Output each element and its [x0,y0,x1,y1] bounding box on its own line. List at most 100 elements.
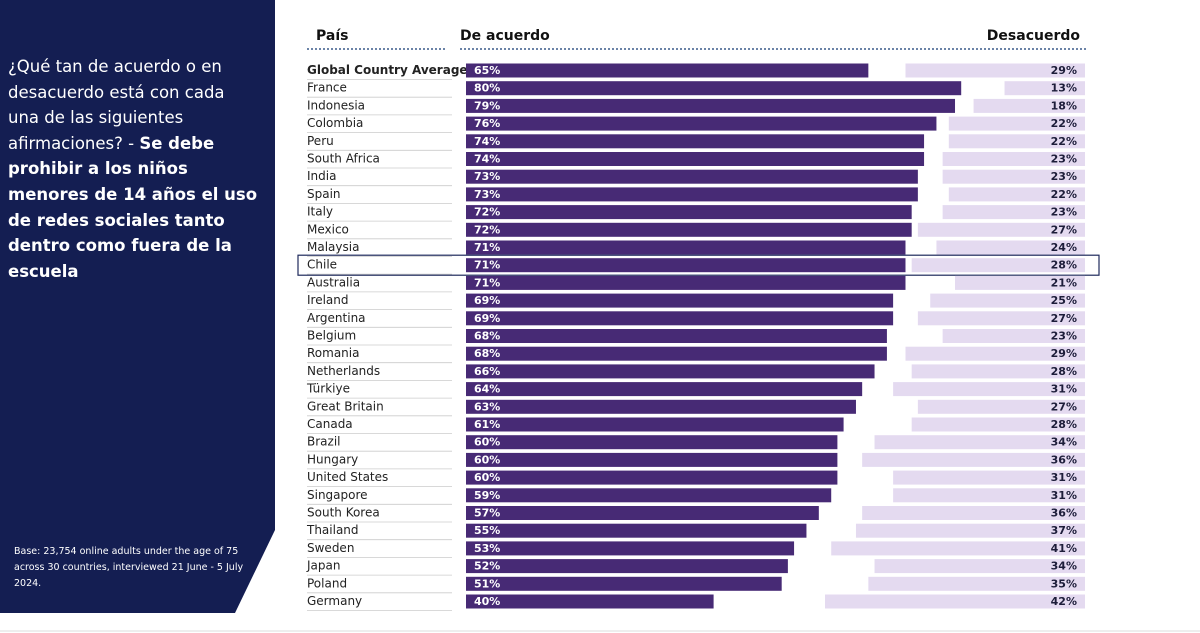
value-label-disagree: 31% [1051,383,1077,396]
category-label: Colombia [307,116,363,130]
bar-disagree [948,187,1085,202]
bar-disagree [905,63,1085,78]
value-label-disagree: 28% [1051,418,1077,431]
bar-disagree [831,541,1085,556]
category-header: País [316,28,348,44]
bar-disagree [955,275,1085,290]
category-label: Canada [307,417,353,431]
bar-disagree [893,488,1085,503]
bar-disagree [936,240,1085,255]
value-label-agree: 60% [474,436,500,449]
value-label-disagree: 41% [1051,542,1077,555]
bar-agree [466,258,906,273]
value-label-disagree: 31% [1051,471,1077,484]
value-label-agree: 61% [474,418,500,431]
category-label: Japan [306,559,340,573]
bar-agree [466,559,788,574]
category-label: Chile [307,258,337,272]
bar-disagree [855,523,1085,538]
value-label-disagree: 13% [1051,82,1077,95]
value-label-agree: 60% [474,471,500,484]
value-label-agree: 59% [474,489,500,502]
value-label-agree: 65% [474,64,500,77]
value-label-agree: 72% [474,223,500,236]
value-label-disagree: 27% [1051,400,1077,413]
value-label-disagree: 36% [1051,453,1077,466]
bar-disagree [942,169,1085,184]
value-label-agree: 64% [474,383,500,396]
bar-disagree [911,417,1085,432]
category-label: Türkiye [306,382,350,396]
bar-agree [466,488,832,503]
value-label-disagree: 25% [1051,294,1077,307]
bar-agree [466,364,875,379]
category-label: Great Britain [307,399,384,413]
value-label-agree: 73% [474,188,500,201]
category-label: Sweden [307,541,354,555]
value-label-disagree: 31% [1051,489,1077,502]
bar-disagree [917,311,1085,326]
category-label: South Africa [307,152,380,166]
bar-disagree [893,382,1085,397]
category-label: Poland [307,576,347,590]
bar-agree [466,523,807,538]
bar-agree [466,275,906,290]
category-label: Singapore [307,488,368,502]
bar-agree [466,452,838,467]
value-label-agree: 74% [474,135,500,148]
value-label-agree: 69% [474,312,500,325]
value-label-disagree: 22% [1051,135,1077,148]
bar-disagree [917,222,1085,237]
bar-agree [466,187,918,202]
value-label-disagree: 23% [1051,170,1077,183]
bar-agree [466,293,894,308]
side-panel [0,0,275,613]
value-label-agree: 57% [474,507,500,520]
bar-agree [466,435,838,450]
bar-disagree [942,152,1085,166]
category-label: Netherlands [307,364,380,378]
value-label-disagree: 24% [1051,241,1077,254]
bar-disagree [893,470,1085,485]
value-label-agree: 63% [474,400,500,413]
value-label-agree: 76% [474,117,500,130]
bar-disagree [973,98,1085,113]
bar-disagree [930,293,1085,308]
bar-agree [466,399,856,414]
category-label: United States [307,470,388,484]
bar-disagree [868,576,1085,591]
bar-disagree [911,364,1085,379]
bar-agree [466,311,894,326]
value-label-disagree: 28% [1051,259,1077,272]
category-label: Romania [307,346,359,360]
value-label-agree: 66% [474,365,500,378]
bar-disagree [911,258,1085,273]
bar-disagree [1004,81,1085,96]
bar-agree [466,594,714,609]
bar-agree [466,169,918,184]
bar-agree [466,116,937,131]
category-label: Malaysia [307,240,359,254]
bar-agree [466,417,844,432]
bar-agree [466,81,962,96]
bar-disagree [948,134,1085,149]
category-label: South Korea [307,506,380,520]
value-label-disagree: 21% [1051,276,1077,289]
bar-agree [466,346,887,361]
bar-agree [466,470,838,485]
category-label: Thailand [306,523,359,537]
highlight-box [297,254,1100,276]
bar-disagree [862,506,1085,520]
category-label: Brazil [307,435,341,449]
value-label-agree: 74% [474,153,500,166]
category-label: Australia [307,275,360,289]
question-text: ¿Qué tan de acuerdo o en desacuerdo está… [8,57,225,153]
bar-agree [466,205,912,220]
bar-agree [466,506,819,520]
value-label-agree: 52% [474,560,500,573]
value-label-disagree: 34% [1051,560,1077,573]
value-label-disagree: 29% [1051,64,1077,77]
